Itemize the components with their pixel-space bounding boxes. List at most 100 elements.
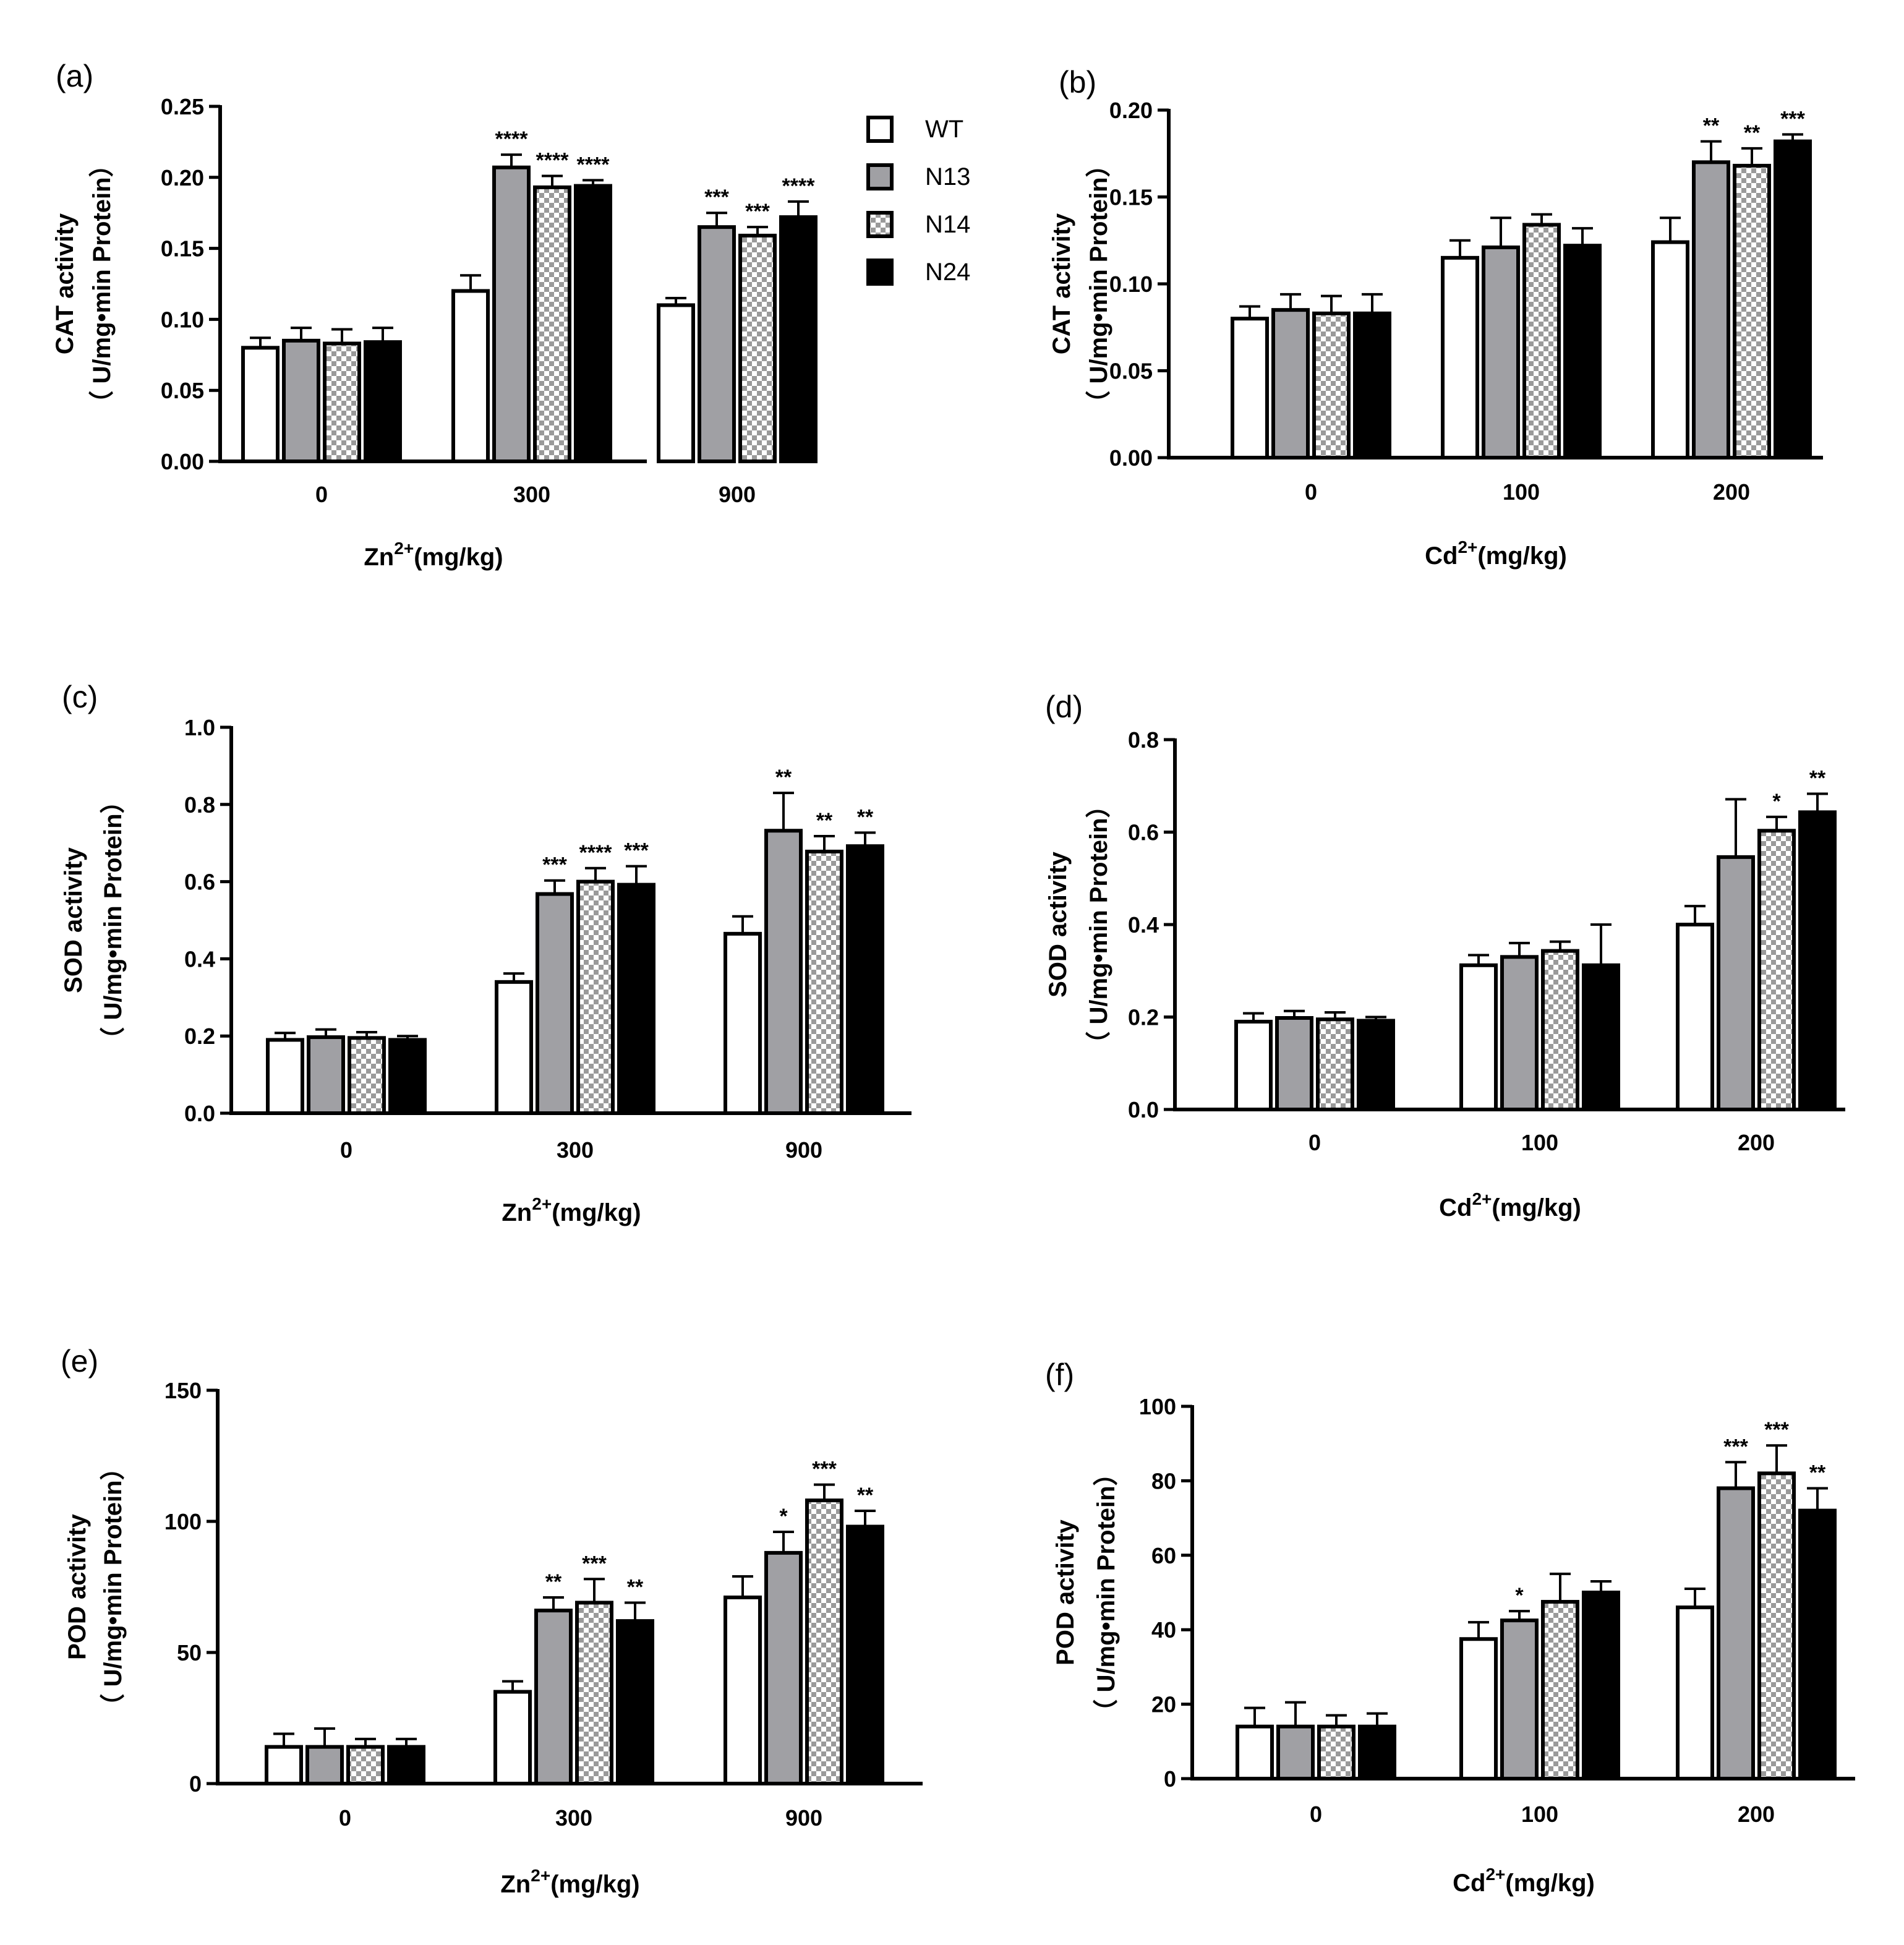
y-axis-title-units: （ U/mg•min Protein） [88, 152, 116, 415]
x-axis-title-unit: (mg/kg) [1505, 1870, 1594, 1897]
x-tick-label: 900 [719, 482, 756, 507]
panel-b: (b) 0.00 0.05 0.10 0.15 0.20 CAT activity （ U/m… [1048, 65, 1823, 570]
x-tick-label: 100 [1503, 479, 1540, 505]
x-axis-title-base: Cd [1453, 1870, 1485, 1897]
bar-n24-900 [846, 1524, 884, 1785]
significance-mark: ** [775, 766, 792, 789]
bar-wt-100 [1441, 255, 1479, 460]
bar-n14-200 [1757, 829, 1796, 1111]
y-tick-label: 0.25 [161, 94, 204, 119]
bar-n13-200 [1717, 855, 1755, 1111]
x-axis-title-sup: 2+ [532, 1194, 552, 1213]
panel-label: (e) [61, 1344, 98, 1379]
significance-mark: ** [857, 805, 874, 829]
significance-mark: ** [1809, 766, 1826, 790]
x-axis-title-sup: 2+ [1485, 1865, 1505, 1884]
bar-n13-0 [1276, 1724, 1315, 1780]
y-tick-label: 0.15 [161, 236, 204, 262]
bar-n13-0 [1271, 308, 1310, 460]
y-tick-label: 0.4 [1128, 912, 1159, 938]
bar-n14-300 [575, 1601, 613, 1785]
bar-wt-300 [493, 1690, 532, 1786]
x-axis-title-base: Zn [364, 544, 394, 571]
y-tick-label: 0.8 [1128, 727, 1159, 753]
significance-mark: **** [782, 174, 816, 198]
y-axis-title: POD activity [1052, 1519, 1079, 1665]
bar-wt-200 [1676, 923, 1714, 1111]
bar-wt-0 [1231, 317, 1269, 460]
bar-n13-100 [1482, 245, 1520, 460]
y-tick-label: 1.0 [184, 715, 215, 740]
significance-mark: * [779, 1505, 788, 1528]
bar-n13-200 [1692, 160, 1730, 460]
bar-n13-200 [1717, 1486, 1755, 1780]
significance-mark: **** [577, 153, 610, 176]
bar-n13-900 [764, 1550, 803, 1785]
x-axis-title: Zn2+(mg/kg) [364, 539, 503, 571]
y-axis-title-units: （ U/mg•min Protein） [1093, 1461, 1120, 1724]
bar-n14-200 [1733, 163, 1771, 460]
x-tick-label: 0 [339, 1805, 351, 1831]
bar-n14-900 [738, 233, 777, 463]
bar-n13-100 [1500, 955, 1539, 1111]
y-tick-label: 0.20 [161, 165, 204, 190]
y-tick-label: 0.2 [184, 1024, 215, 1049]
panel-f: (f) 0 20 40 60 80 100 POD activity （ U/mg•min Pr… [1045, 1357, 1855, 1897]
x-axis-title: Cd2+(mg/kg) [1453, 1865, 1595, 1897]
y-tick-label: 0.0 [184, 1101, 215, 1126]
bar-n24-0 [1357, 1019, 1395, 1111]
x-axis-title-base: Cd [1425, 542, 1458, 570]
legend-swatch-n24 [866, 259, 894, 286]
x-tick-label: 900 [785, 1137, 822, 1163]
y-tick-label: 0.10 [161, 307, 204, 332]
x-tick-label: 100 [1521, 1130, 1558, 1155]
x-axis-title-unit: (mg/kg) [552, 1199, 641, 1226]
bar-n24-200 [1798, 810, 1837, 1112]
x-axis-title: Cd2+(mg/kg) [1425, 537, 1567, 570]
x-tick-label: 300 [513, 482, 550, 507]
y-tick-label: 0.4 [184, 946, 215, 972]
legend-label-n24: N24 [925, 259, 970, 286]
bar-n14-100 [1541, 1600, 1579, 1781]
bar-wt-300 [451, 289, 490, 463]
bar-n13-300 [534, 1609, 573, 1785]
y-tick-label: 0.6 [1128, 820, 1159, 845]
significance-mark: *** [1764, 1418, 1789, 1442]
x-tick-label: 300 [555, 1805, 592, 1831]
x-axis-title-base: Zn [500, 1871, 531, 1898]
y-tick-label: 50 [177, 1640, 202, 1665]
significance-mark: ** [627, 1575, 644, 1599]
bar-wt-900 [724, 931, 762, 1115]
y-tick-label: 0.15 [1109, 185, 1153, 210]
bar-n14-100 [1541, 949, 1579, 1112]
y-tick-label: 150 [164, 1378, 202, 1403]
bar-wt-300 [495, 980, 533, 1115]
panel-label: (f) [1045, 1357, 1074, 1392]
significance-mark: *** [1780, 107, 1805, 130]
bar-n14-300 [533, 185, 571, 463]
significance-mark: **** [579, 841, 613, 865]
y-tick-label: 0.20 [1109, 98, 1153, 123]
bar-n24-100 [1582, 1591, 1620, 1780]
x-axis-title-sup: 2+ [1472, 1189, 1492, 1208]
legend-swatch-n14 [866, 211, 894, 238]
bar-n14-200 [1757, 1471, 1796, 1781]
legend-swatch-n13 [866, 163, 894, 190]
x-tick-label: 200 [1738, 1130, 1775, 1155]
significance-mark: *** [704, 186, 729, 209]
y-tick-label: 20 [1151, 1692, 1176, 1717]
x-tick-label: 0 [1305, 479, 1317, 505]
bar-n24-300 [574, 184, 612, 463]
bar-wt-0 [1236, 1724, 1274, 1780]
x-axis-title-unit: (mg/kg) [1492, 1194, 1581, 1221]
bar-n24-200 [1798, 1508, 1837, 1781]
x-axis-title: Cd2+(mg/kg) [1439, 1189, 1581, 1221]
bar-wt-900 [657, 303, 695, 463]
bar-n24-900 [779, 215, 818, 463]
y-tick-label: 0 [189, 1771, 202, 1797]
bar-n24-100 [1563, 244, 1602, 460]
bar-n14-900 [805, 1498, 843, 1786]
y-axis-title: POD activity [64, 1513, 91, 1659]
bar-wt-200 [1651, 240, 1689, 460]
